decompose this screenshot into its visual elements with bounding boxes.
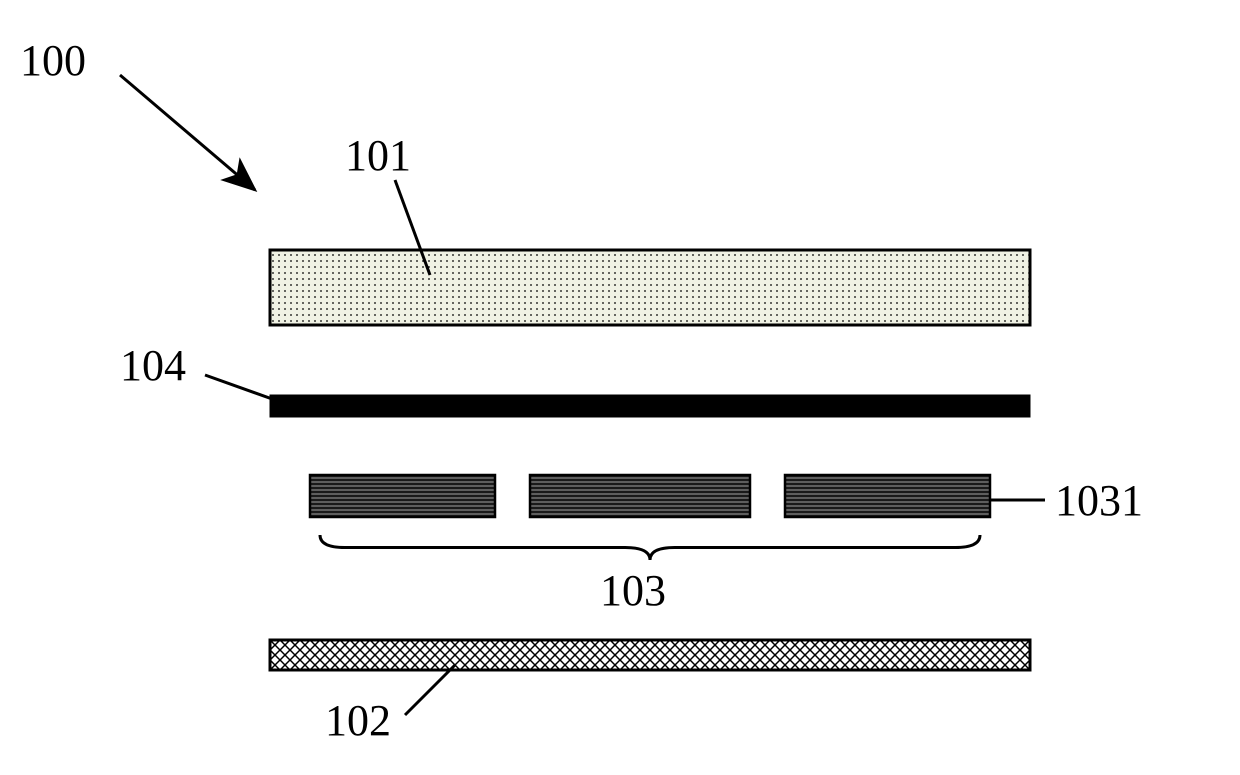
reference-label: 103 — [600, 566, 666, 615]
reference-label: 1031 — [1055, 476, 1143, 525]
reference-label: 104 — [120, 341, 186, 390]
layer-103-group — [310, 475, 990, 517]
layer-102 — [270, 640, 1030, 670]
brace-103 — [320, 535, 980, 560]
reference-label: 102 — [325, 696, 391, 745]
reference-label: 101 — [345, 131, 411, 180]
leader-line — [405, 665, 455, 715]
reference-label: 100 — [20, 36, 86, 85]
layer-103-segment — [785, 475, 990, 517]
technical-diagram: 100 101 104 1031 103 102 — [0, 0, 1240, 775]
leader-line — [205, 375, 275, 400]
leader-line — [120, 75, 255, 190]
layer-103-segment — [310, 475, 495, 517]
layer-103-segment — [530, 475, 750, 517]
layer-101 — [270, 250, 1030, 325]
layer-104 — [270, 395, 1030, 417]
